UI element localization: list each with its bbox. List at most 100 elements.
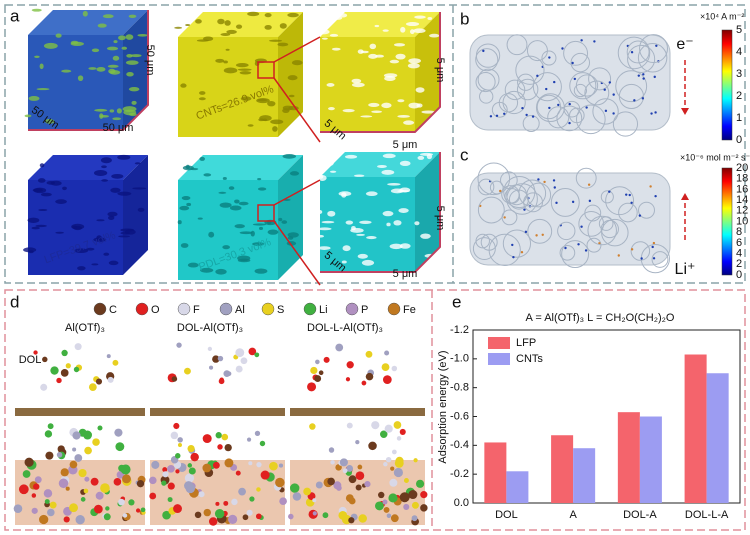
atom <box>194 511 202 519</box>
x-tick-label: DOL-L-A <box>685 509 729 521</box>
bar <box>484 442 507 503</box>
x-tick-label: A <box>569 509 577 521</box>
flux <box>489 115 493 118</box>
texture <box>382 153 396 159</box>
atom <box>246 509 253 516</box>
particle <box>600 190 614 204</box>
flux <box>523 208 526 211</box>
texture <box>287 232 299 238</box>
texture <box>350 228 364 233</box>
atom <box>69 460 78 469</box>
atom <box>162 510 171 520</box>
particle <box>550 187 580 217</box>
atom <box>95 378 103 385</box>
flux <box>637 74 640 77</box>
atom <box>173 504 182 514</box>
texture <box>117 154 131 160</box>
atom <box>215 432 222 439</box>
atom <box>113 478 122 486</box>
atom <box>248 347 257 356</box>
texture <box>386 222 391 227</box>
flux <box>593 40 596 43</box>
texture <box>270 119 284 125</box>
y-tick-label: -1.2 <box>450 324 469 336</box>
atom <box>279 497 287 506</box>
texture <box>377 164 387 168</box>
texture <box>258 118 265 122</box>
atom <box>92 438 100 446</box>
colorbar-tick: 18 <box>736 173 748 185</box>
atom <box>389 478 398 487</box>
particle <box>618 83 645 110</box>
texture <box>390 188 404 194</box>
particle <box>584 204 602 222</box>
texture <box>222 177 227 180</box>
texture <box>224 20 231 26</box>
texture <box>218 191 227 194</box>
element-swatch <box>303 302 317 316</box>
atom <box>355 471 365 481</box>
atom <box>380 430 388 438</box>
particle <box>475 71 496 93</box>
texture <box>61 69 72 73</box>
atom <box>224 458 234 468</box>
texture <box>267 229 279 235</box>
atom <box>202 434 212 444</box>
atom <box>167 464 175 473</box>
cube-edge <box>320 12 441 133</box>
texture <box>252 223 267 226</box>
texture <box>203 173 212 177</box>
atom <box>13 504 23 513</box>
colorbar-tick: 14 <box>736 194 748 206</box>
y-tick-label: -0.4 <box>450 439 469 451</box>
atom <box>328 447 335 453</box>
legend-label: CNTs <box>516 353 543 365</box>
texture <box>187 262 199 268</box>
flux <box>640 257 643 260</box>
texture <box>37 178 46 183</box>
element-swatch <box>93 302 107 316</box>
surface <box>290 408 425 416</box>
flux <box>584 249 588 252</box>
texture <box>117 191 132 196</box>
cube-face <box>320 12 440 37</box>
texture <box>96 66 106 72</box>
atom <box>84 476 90 482</box>
column-title: DOL-L-Al(OTf)₃ <box>307 322 383 334</box>
flux <box>580 39 583 42</box>
atom <box>310 366 318 375</box>
dim-label: 5 μm <box>393 268 418 280</box>
texture <box>368 102 380 107</box>
particle <box>475 48 499 72</box>
atom <box>88 383 97 392</box>
texture <box>223 67 238 74</box>
atom <box>47 508 55 517</box>
atom <box>103 513 111 521</box>
particle <box>618 202 638 223</box>
texture <box>397 115 410 118</box>
atom <box>358 514 367 523</box>
texture <box>195 19 202 24</box>
surface <box>150 408 285 416</box>
atom <box>355 439 360 445</box>
y-tick-label: -0.2 <box>450 468 469 480</box>
texture <box>185 164 190 170</box>
flux <box>603 88 606 91</box>
atom <box>173 422 180 430</box>
texture <box>126 72 134 77</box>
atom <box>303 487 312 496</box>
particle <box>475 233 490 249</box>
particle <box>651 251 669 268</box>
bar <box>551 435 574 503</box>
atom <box>112 359 119 366</box>
atom <box>215 501 220 506</box>
colorbar-tick: 2 <box>736 90 742 102</box>
panel-label: a <box>10 6 20 25</box>
texture <box>257 187 267 191</box>
texture <box>360 50 369 54</box>
element-label: S <box>277 304 284 316</box>
texture <box>229 205 242 211</box>
texture <box>323 14 329 20</box>
texture <box>239 71 252 75</box>
particle <box>526 40 548 62</box>
